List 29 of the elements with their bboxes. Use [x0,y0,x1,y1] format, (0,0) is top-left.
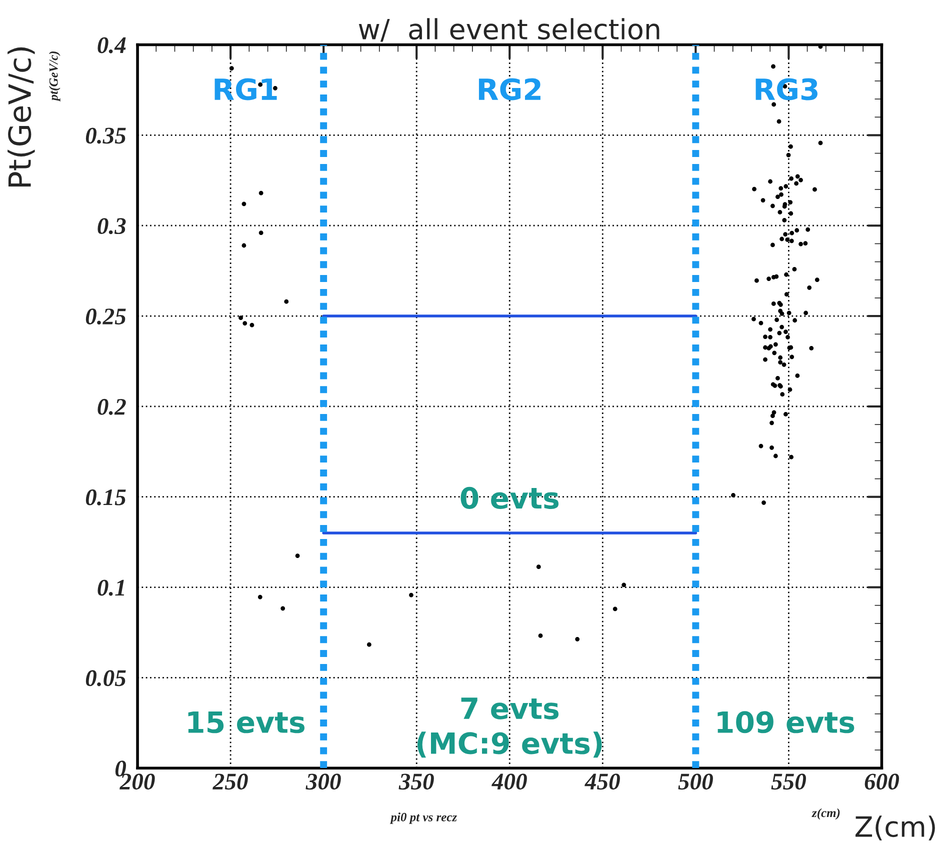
y-tick-label: 0.1 [98,580,124,596]
y-tick-label: 0.05 [86,670,126,686]
x-tick-label: 450 [584,774,620,790]
annotation: 7 evts (MC:9 evts) [417,698,602,758]
text: z(cm) [812,808,840,820]
x-tick-label: 250 [212,774,248,790]
x-tick-label: 350 [398,774,434,790]
text: pt(GeV/c) [48,52,60,102]
x-tick-label: 500 [678,774,713,790]
text: pi0 pt vs recz [390,812,458,824]
x-tick-label: 550 [771,774,806,790]
annotation: RG3 [756,78,818,100]
y-tick-label: 0.15 [86,489,126,506]
x-tick-label: 300 [306,774,341,790]
annotation: 0 evts [460,486,559,509]
x-tick-label: 600 [864,774,900,790]
y-tick-label: 0.3 [98,218,126,234]
y-tick-label: 0.35 [86,128,126,144]
annotation: 109 evts [718,711,854,734]
y-tick-label: 0.4 [98,37,126,54]
annotation: 15 evts [188,711,304,734]
annotation: RG2 [478,78,540,100]
annotation: RG1 [214,78,277,100]
y-tick-label: 0.2 [98,398,126,415]
x-tick-label: 400 [492,774,527,790]
x-axis-title: Z(cm) [856,816,935,840]
y-tick-label: 0.25 [86,308,126,325]
y-axis-title: Pt(GeV/c) [8,47,35,187]
chart-title: w/ all event selection [358,18,660,42]
